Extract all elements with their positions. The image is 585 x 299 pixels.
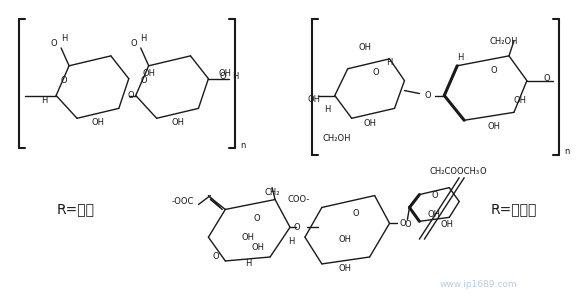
Text: OH: OH [441, 220, 454, 229]
Text: O: O [51, 39, 57, 48]
Text: O: O [219, 72, 226, 81]
Text: CH₂OH: CH₂OH [322, 134, 351, 143]
Text: OH: OH [338, 235, 351, 244]
Text: O: O [254, 214, 260, 223]
Text: O: O [400, 219, 406, 228]
Text: OH: OH [514, 96, 527, 105]
Text: O: O [212, 252, 219, 262]
Text: OH: OH [252, 242, 264, 251]
Text: OH: OH [363, 119, 376, 128]
Text: OH: OH [143, 69, 156, 78]
Text: OH: OH [218, 69, 231, 78]
Text: O: O [424, 91, 431, 100]
Text: H: H [324, 105, 330, 114]
Text: OH: OH [338, 264, 351, 273]
Text: CH₂COOCH₃: CH₂COOCH₃ [429, 167, 480, 176]
Text: O: O [543, 74, 550, 83]
Text: OH: OH [171, 118, 184, 127]
Text: www.ip1689.com: www.ip1689.com [440, 280, 518, 289]
Text: OH: OH [242, 233, 254, 242]
Text: O: O [294, 223, 300, 232]
Text: O: O [130, 39, 137, 48]
Text: H: H [140, 33, 147, 42]
Text: R=淠粉: R=淠粉 [57, 202, 95, 216]
Text: O: O [491, 66, 497, 75]
Text: O: O [431, 191, 438, 200]
Text: R=黄原胶: R=黄原胶 [491, 202, 537, 216]
Text: -OOC: -OOC [171, 197, 194, 206]
Text: OH: OH [487, 122, 501, 131]
Text: H: H [61, 33, 67, 42]
Text: H: H [457, 53, 463, 62]
Text: H: H [41, 96, 47, 105]
Text: CH₂: CH₂ [264, 188, 280, 197]
Text: H: H [245, 260, 252, 269]
Text: O: O [128, 91, 134, 100]
Text: H: H [232, 72, 239, 81]
Text: OH: OH [428, 210, 441, 219]
Text: O: O [140, 76, 147, 85]
Text: COO-: COO- [288, 195, 310, 204]
Text: OH: OH [91, 118, 105, 127]
Text: O: O [352, 209, 359, 218]
Text: OH: OH [308, 95, 321, 104]
Text: H: H [288, 237, 294, 246]
Text: O: O [404, 220, 411, 229]
Text: CH₂OH: CH₂OH [490, 36, 518, 45]
Text: n: n [240, 141, 246, 150]
Text: O: O [372, 68, 379, 77]
Text: O: O [61, 76, 67, 85]
Text: n: n [564, 147, 569, 156]
Text: O: O [479, 167, 486, 176]
Text: H: H [386, 58, 393, 67]
Text: OH: OH [358, 43, 371, 52]
